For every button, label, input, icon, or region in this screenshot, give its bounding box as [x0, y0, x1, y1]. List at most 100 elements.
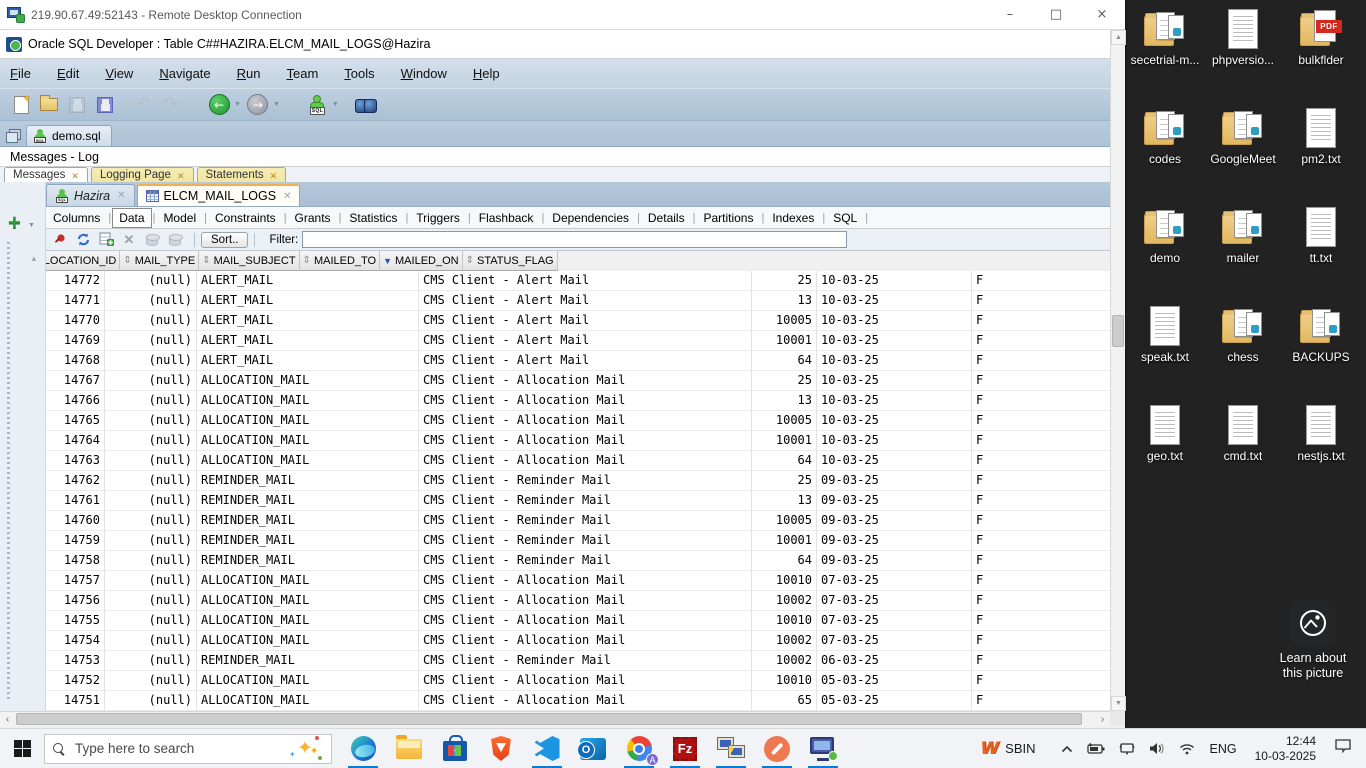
- id-cell[interactable]: 14754: [40, 631, 105, 651]
- mail-subject-cell[interactable]: CMS Client - Allocation Mail: [419, 691, 752, 711]
- status-flag-cell[interactable]: F: [972, 371, 1110, 391]
- mail-subject-cell[interactable]: CMS Client - Allocation Mail: [419, 631, 752, 651]
- mailed-on-cell[interactable]: 10-03-25: [817, 371, 972, 391]
- column-header[interactable]: ⇕ ▼ MAILED_ON: [380, 251, 463, 271]
- mailed-to-cell[interactable]: 13: [752, 391, 817, 411]
- save-button[interactable]: [64, 92, 90, 118]
- open-file-button[interactable]: [36, 92, 62, 118]
- menu-item[interactable]: View: [105, 66, 134, 81]
- table-row[interactable]: 7 14766 (null) ALLOCATION_MAIL CMS Clien…: [0, 391, 1110, 411]
- mailed-on-cell[interactable]: 10-03-25: [817, 431, 972, 451]
- mail-type-cell[interactable]: ALLOCATION_MAIL: [197, 391, 419, 411]
- view-tab[interactable]: Constraints: [214, 210, 276, 225]
- cast-display-icon[interactable]: [1119, 742, 1135, 755]
- desktop-icon[interactable]: PDF phpversio...: [1204, 8, 1282, 107]
- save-all-button[interactable]: [92, 92, 118, 118]
- maximize-button[interactable]: □: [1049, 7, 1063, 22]
- id-cell[interactable]: 14769: [40, 331, 105, 351]
- horizontal-scrollbar[interactable]: ‹ ›: [0, 711, 1110, 726]
- tab-connection-hazira[interactable]: SQL Hazira ✕: [46, 184, 135, 206]
- view-tab[interactable]: Columns: [53, 210, 101, 225]
- file-explorer-icon[interactable]: [386, 729, 432, 768]
- insert-row-icon[interactable]: [96, 231, 116, 249]
- id-cell[interactable]: 14766: [40, 391, 105, 411]
- notification-center-icon[interactable]: [1334, 738, 1352, 759]
- mailed-to-cell[interactable]: 25: [752, 371, 817, 391]
- location-id-cell[interactable]: (null): [105, 331, 197, 351]
- commit-icon[interactable]: [142, 231, 162, 249]
- tab-elcm-mail-logs[interactable]: ELCM_MAIL_LOGS ✕: [136, 184, 301, 206]
- status-flag-cell[interactable]: F: [972, 491, 1110, 511]
- menu-item[interactable]: Tools: [344, 66, 375, 81]
- mail-subject-cell[interactable]: CMS Client - Alert Mail: [419, 291, 752, 311]
- mail-subject-cell[interactable]: CMS Client - Allocation Mail: [419, 451, 752, 471]
- mailed-on-cell[interactable]: 10-03-25: [817, 331, 972, 351]
- menu-item[interactable]: Window: [400, 66, 447, 81]
- mail-type-cell[interactable]: ALERT_MAIL: [197, 291, 419, 311]
- mail-subject-cell[interactable]: CMS Client - Alert Mail: [419, 331, 752, 351]
- taskbar-search[interactable]: Type here to search ✦ ✦ ✦: [44, 733, 332, 764]
- mailed-to-cell[interactable]: 10002: [752, 591, 817, 611]
- back-dropdown-icon[interactable]: ▼: [234, 101, 241, 108]
- scroll-left-arrow[interactable]: ‹: [5, 714, 10, 725]
- mailed-on-cell[interactable]: 10-03-25: [817, 391, 972, 411]
- desktop-icon[interactable]: PDF chess: [1204, 305, 1282, 404]
- location-id-cell[interactable]: (null): [105, 651, 197, 671]
- back-button[interactable]: ←: [206, 92, 232, 118]
- mailed-on-cell[interactable]: 06-03-25: [817, 651, 972, 671]
- delete-row-icon[interactable]: ✕: [123, 231, 135, 247]
- mail-subject-cell[interactable]: CMS Client - Allocation Mail: [419, 431, 752, 451]
- table-row[interactable]: 14 14759 (null) REMINDER_MAIL CMS Client…: [0, 531, 1110, 551]
- mailed-to-cell[interactable]: 10005: [752, 311, 817, 331]
- mail-type-cell[interactable]: ALLOCATION_MAIL: [197, 691, 419, 711]
- mail-type-cell[interactable]: ALERT_MAIL: [197, 311, 419, 331]
- refresh-icon[interactable]: [73, 231, 93, 249]
- desktop-icon[interactable]: PDF speak.txt: [1126, 305, 1204, 404]
- table-row[interactable]: 5 14768 (null) ALERT_MAIL CMS Client - A…: [0, 351, 1110, 371]
- learn-about-picture[interactable]: Learn about this picture: [1270, 600, 1356, 681]
- status-flag-cell[interactable]: F: [972, 691, 1110, 711]
- tray-app-item[interactable]: W SBIN: [980, 739, 1035, 759]
- table-row[interactable]: 4 14769 (null) ALERT_MAIL CMS Client - A…: [0, 331, 1110, 351]
- status-flag-cell[interactable]: F: [972, 471, 1110, 491]
- table-row[interactable]: 1 14772 (null) ALERT_MAIL CMS Client - A…: [0, 271, 1110, 291]
- location-id-cell[interactable]: (null): [105, 391, 197, 411]
- desktop-icon[interactable]: PDF tt.txt: [1282, 206, 1360, 305]
- view-tab[interactable]: Details: [647, 210, 685, 225]
- desktop-icon[interactable]: PDF codes: [1126, 107, 1204, 206]
- menu-item[interactable]: Run: [236, 66, 261, 81]
- desktop-icon[interactable]: PDF GoogleMeet: [1204, 107, 1282, 206]
- start-button[interactable]: [0, 729, 44, 768]
- mail-type-cell[interactable]: ALLOCATION_MAIL: [197, 571, 419, 591]
- filezilla-icon[interactable]: Fz: [662, 729, 708, 768]
- add-icon[interactable]: +: [8, 210, 21, 235]
- mailed-on-cell[interactable]: 09-03-25: [817, 491, 972, 511]
- mail-type-cell[interactable]: REMINDER_MAIL: [197, 551, 419, 571]
- mail-subject-cell[interactable]: CMS Client - Allocation Mail: [419, 391, 752, 411]
- view-tab[interactable]: Data: [112, 207, 152, 228]
- status-flag-cell[interactable]: F: [972, 671, 1110, 691]
- mail-subject-cell[interactable]: CMS Client - Allocation Mail: [419, 591, 752, 611]
- scroll-up-icon[interactable]: ▲: [30, 254, 38, 263]
- mail-type-cell[interactable]: ALERT_MAIL: [197, 271, 419, 291]
- wifi-icon[interactable]: [1179, 743, 1195, 755]
- mailed-on-cell[interactable]: 05-03-25: [817, 671, 972, 691]
- desktop-icon[interactable]: PDF secetrial-m...: [1126, 8, 1204, 107]
- status-flag-cell[interactable]: F: [972, 511, 1110, 531]
- column-header[interactable]: ⇕ ▼ MAILED_TO: [299, 251, 381, 271]
- language-indicator[interactable]: ENG: [1209, 741, 1237, 756]
- sort-desc-icon[interactable]: ▼: [383, 255, 393, 266]
- mailed-on-cell[interactable]: 10-03-25: [817, 411, 972, 431]
- status-flag-cell[interactable]: F: [972, 271, 1110, 291]
- remote-pc-icon[interactable]: [800, 729, 846, 768]
- id-cell[interactable]: 14755: [40, 611, 105, 631]
- location-id-cell[interactable]: (null): [105, 291, 197, 311]
- mailed-on-cell[interactable]: 09-03-25: [817, 471, 972, 491]
- id-cell[interactable]: 14752: [40, 671, 105, 691]
- mail-subject-cell[interactable]: CMS Client - Reminder Mail: [419, 651, 752, 671]
- tab-demo-sql[interactable]: SQL demo.sql: [26, 125, 112, 146]
- status-flag-cell[interactable]: F: [972, 331, 1110, 351]
- sort-both-icon[interactable]: ⇕: [202, 255, 211, 266]
- id-cell[interactable]: 14767: [40, 371, 105, 391]
- id-cell[interactable]: 14762: [40, 471, 105, 491]
